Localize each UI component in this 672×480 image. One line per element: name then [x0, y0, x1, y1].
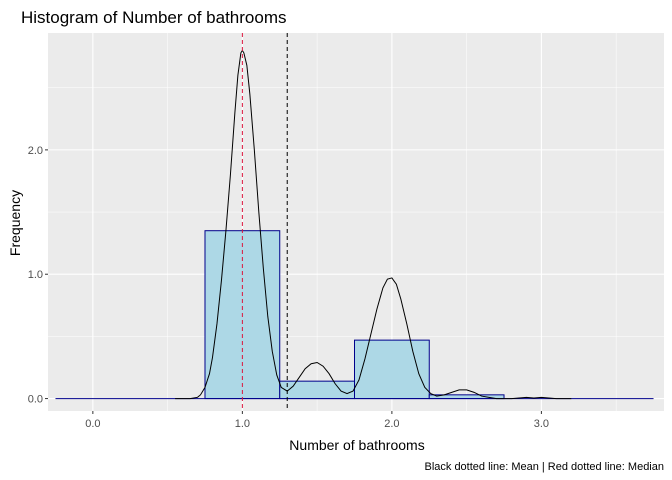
minor-gridlines	[48, 33, 664, 411]
chart-title: Histogram of Number of bathrooms	[21, 8, 287, 27]
x-tick-label: 0.0	[85, 418, 100, 430]
x-tick-label: 1.0	[235, 418, 250, 430]
density-curve	[175, 49, 572, 400]
x-tick-label: 3.0	[534, 418, 549, 430]
y-tick-label: 1.0	[28, 269, 43, 281]
y-tick-label: 0.0	[28, 394, 43, 406]
x-tick-label: 2.0	[384, 418, 399, 430]
y-axis-title: Frequency	[7, 190, 23, 256]
reference-lines	[241, 33, 288, 411]
chart-caption: Black dotted line: Mean | Red dotted lin…	[424, 461, 664, 473]
density-curve-group	[175, 49, 572, 400]
y-tick-label: 2.0	[28, 145, 43, 157]
histogram-bar	[279, 380, 356, 400]
y-axis: 0.0 1.0 2.0	[28, 145, 48, 406]
x-axis-title: Number of bathrooms	[289, 437, 424, 453]
x-axis: 0.0 1.0 2.0 3.0	[85, 411, 549, 430]
